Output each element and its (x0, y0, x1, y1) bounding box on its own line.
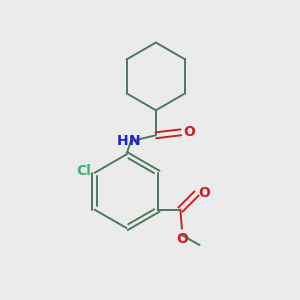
Text: O: O (183, 125, 195, 139)
Text: O: O (198, 186, 210, 200)
Text: H: H (117, 134, 128, 148)
Text: O: O (176, 232, 188, 246)
Text: Cl: Cl (76, 164, 91, 178)
Text: N: N (128, 134, 140, 148)
